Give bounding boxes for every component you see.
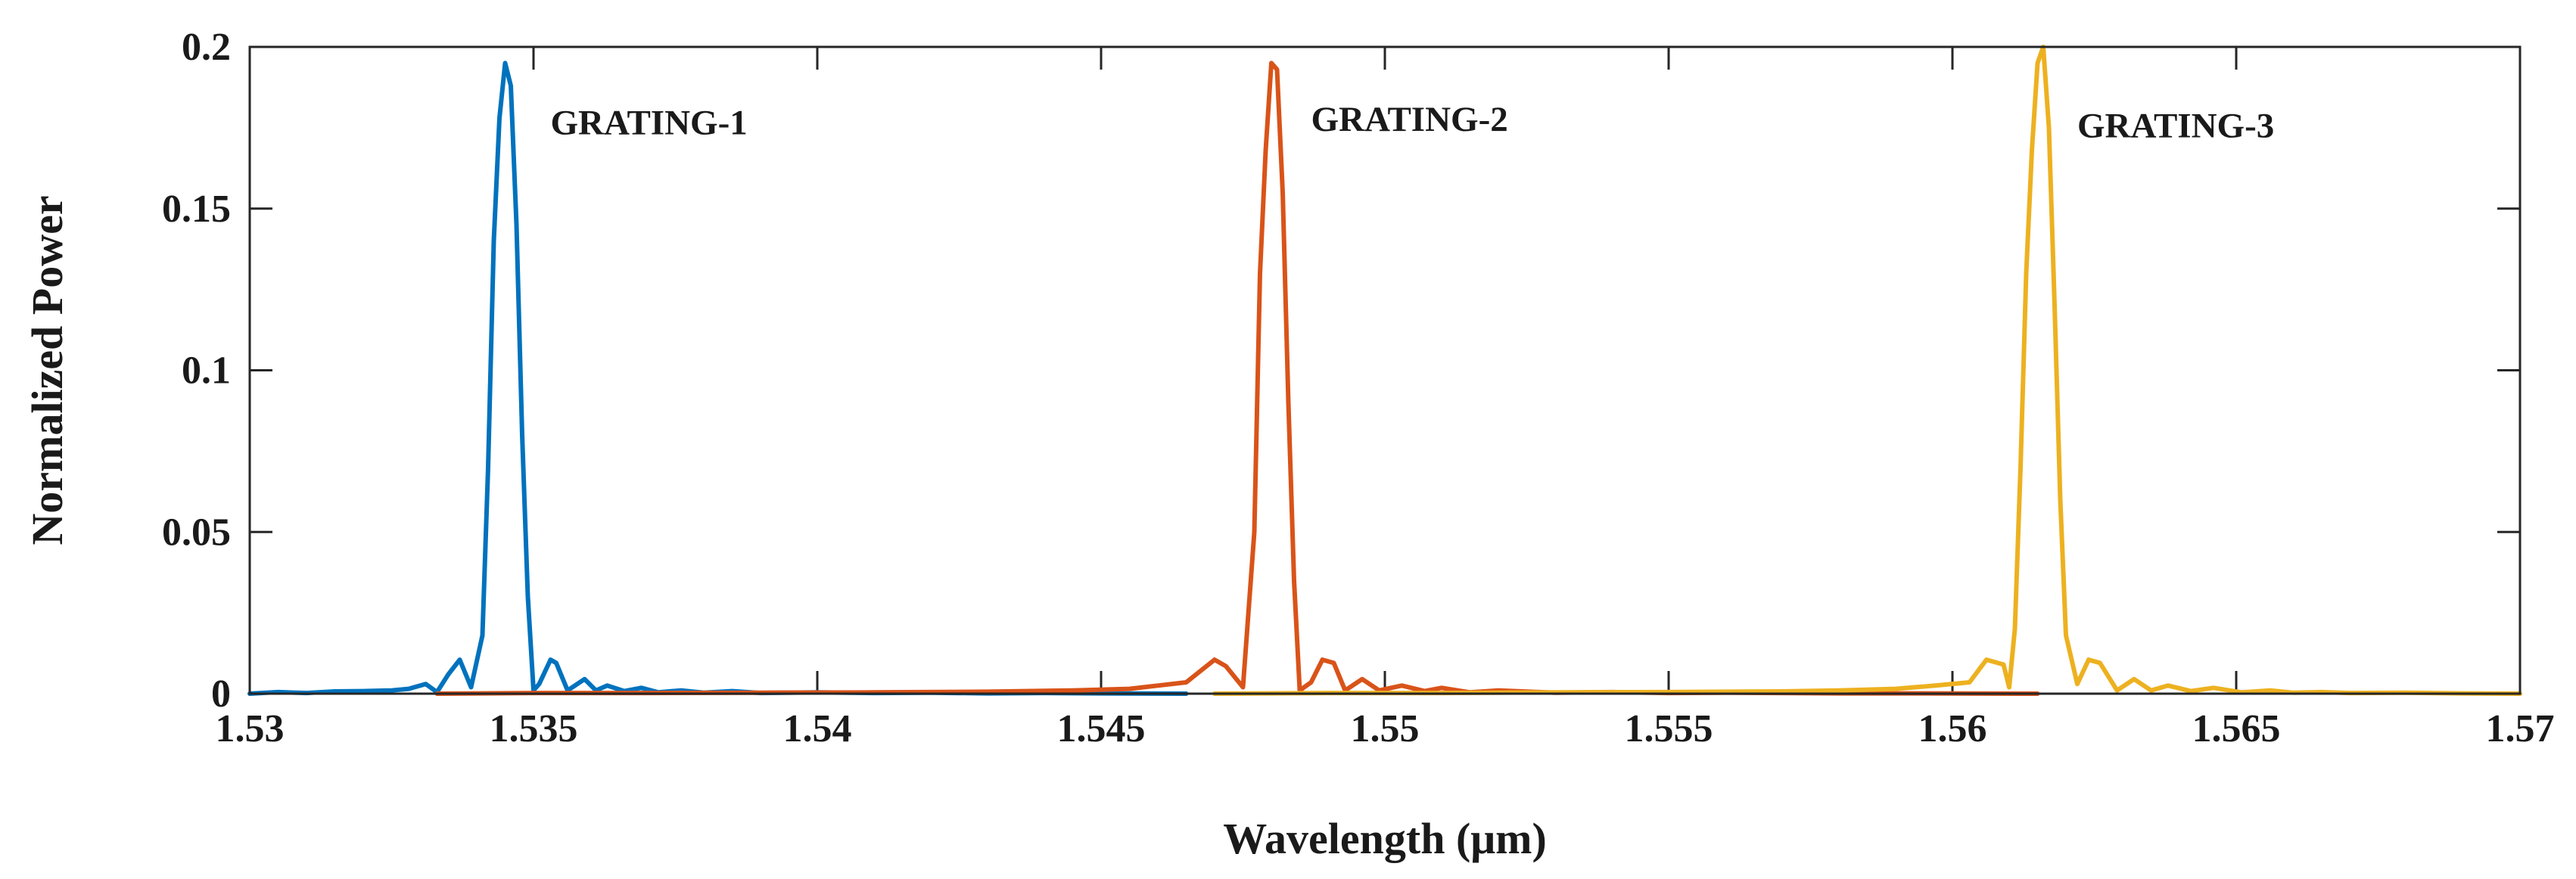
x-tick-label: 1.53: [216, 707, 285, 750]
x-axis-title: Wavelength (μm): [1223, 814, 1547, 863]
x-tick-label: 1.535: [490, 707, 578, 750]
annotation-label: GRATING-1: [551, 103, 748, 142]
x-tick-label: 1.56: [1918, 707, 1987, 750]
annotation-layer: GRATING-1 GRATING-2 GRATING-3: [551, 100, 2275, 146]
y-axis-title: Normalized Power: [23, 195, 72, 545]
y-tick-label: 0.1: [182, 349, 231, 393]
x-tick-label: 1.54: [783, 707, 852, 750]
annotation-label: GRATING-3: [2077, 107, 2274, 146]
y-tick-label: 0.2: [182, 26, 231, 69]
annotation-label: GRATING-2: [1311, 100, 1508, 139]
x-tick-label: 1.57: [2486, 707, 2555, 750]
plot-frame: [248, 45, 2522, 695]
y-tick-label: 0.15: [162, 188, 231, 231]
x-axis-ticks: 1.53 1.535 1.54 1.545 1.55 1.555 1.56 1.565 1.57: [216, 47, 2555, 750]
x-tick-label: 1.55: [1351, 707, 1420, 750]
y-tick-label: 0.05: [162, 511, 231, 554]
x-tick-label: 1.555: [1625, 707, 1713, 750]
x-tick-label: 1.565: [2192, 707, 2281, 750]
y-tick-label: 0: [211, 672, 231, 716]
series-line-3: [1212, 45, 2522, 696]
y-axis-ticks: 0 0.05 0.1 0.15 0.2: [162, 26, 2520, 716]
x-tick-label: 1.545: [1057, 707, 1146, 750]
